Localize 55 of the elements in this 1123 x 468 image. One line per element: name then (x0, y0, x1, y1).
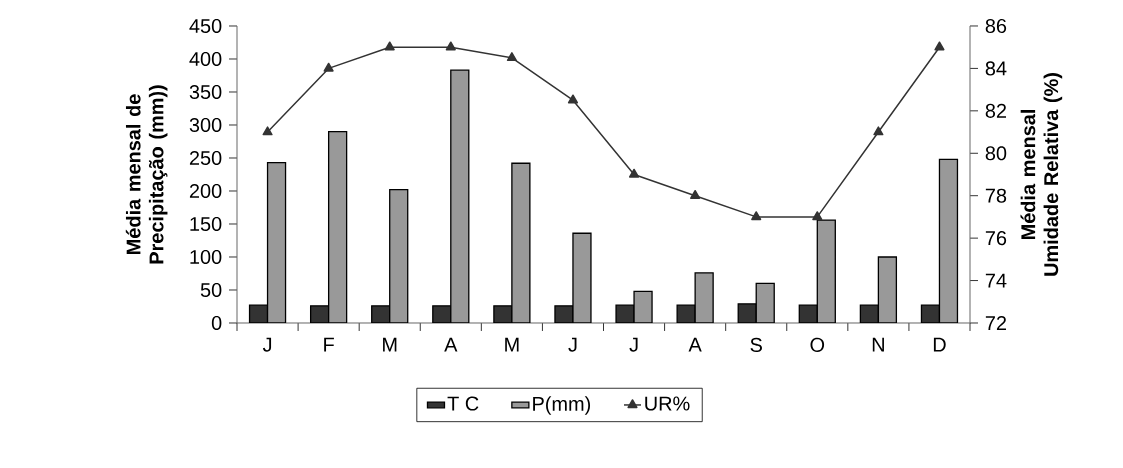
point (628, 168, 640, 178)
y-tick-label: 300 (189, 117, 222, 133)
x-tick-label: D (933, 337, 946, 352)
legend-label: UR% (645, 396, 690, 411)
point (384, 41, 395, 51)
y-tick-label: 250 (189, 150, 222, 166)
y2-tick-label: 80 (985, 146, 1007, 161)
point (812, 211, 823, 221)
y-axis-title: Média mensal de Precipitação (mm)) (125, 85, 168, 264)
y2-tick-label: 78 (985, 188, 1007, 203)
y-tick-label: 50 (200, 282, 222, 298)
point (323, 62, 334, 72)
point (567, 94, 579, 104)
y-tick-label: 150 (190, 216, 222, 232)
point (445, 41, 456, 51)
x-tick-label: M (505, 337, 519, 352)
point (690, 189, 701, 199)
bar (938, 158, 959, 323)
x-tick-label: F (324, 337, 334, 352)
point (506, 52, 517, 62)
y-tick-label: 200 (189, 183, 222, 199)
y-tick-label: 450 (189, 18, 222, 34)
legend-label: P(mm) (533, 396, 591, 415)
y2-tick-label: 74 (985, 273, 1007, 288)
y2-axis-title: Média mensal Umidade Relativa (%) (1020, 73, 1063, 276)
x-tick-label: O (810, 337, 825, 352)
point (934, 41, 945, 51)
x-tick-label: J (262, 337, 272, 352)
point (873, 126, 884, 136)
x-tick-label: J (568, 337, 577, 352)
y-tick-label: 400 (189, 51, 222, 67)
y-tick-label: 0 (211, 315, 222, 331)
bar (327, 130, 348, 323)
bar (266, 161, 287, 323)
bar (389, 189, 409, 323)
point (751, 211, 762, 221)
y2-tick-label: 82 (985, 103, 1007, 118)
y2-tick-label: 84 (985, 61, 1007, 76)
y-tick-label: 100 (190, 249, 222, 265)
x-tick-label: A (688, 337, 702, 352)
x-tick-label: A (444, 337, 458, 352)
x-tick-label: M (383, 337, 397, 352)
y2-tick-label: 76 (985, 231, 1007, 246)
x-tick-label: S (750, 337, 762, 352)
y-tick-label: 350 (189, 84, 222, 100)
point (262, 126, 273, 136)
x-tick-label: N (872, 337, 884, 352)
x-tick-label: J (629, 337, 638, 352)
bar (450, 69, 470, 323)
bar (755, 282, 775, 323)
y2-tick-label: 86 (985, 18, 1007, 34)
bar (816, 219, 836, 323)
y2-tick-label: 72 (985, 316, 1007, 330)
bar (877, 256, 898, 323)
legend-label: T C (447, 396, 479, 411)
